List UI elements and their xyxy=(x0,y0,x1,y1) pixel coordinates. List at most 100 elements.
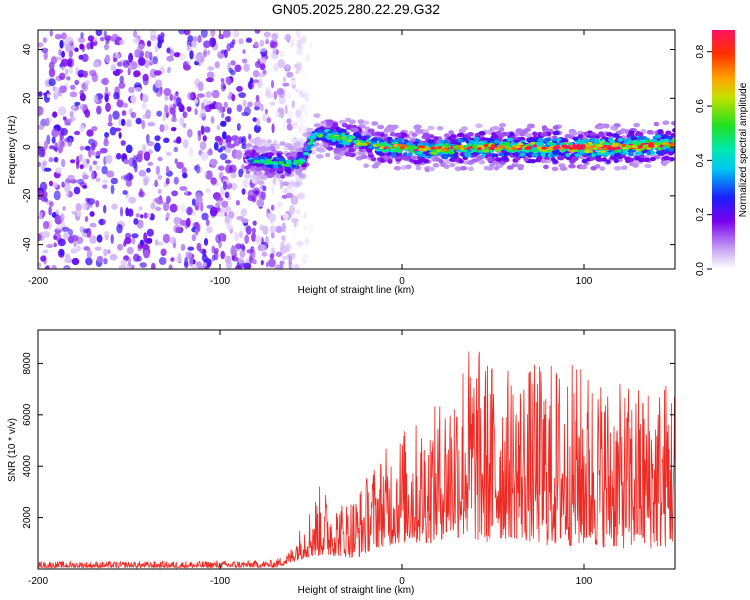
heatmap-noise-cell xyxy=(185,251,192,260)
heatmap-noise-cell xyxy=(88,148,92,158)
spectrogram-y-tick-label: -20 xyxy=(22,188,33,203)
heatmap-signal-cell xyxy=(370,131,377,137)
heatmap-noise-cell xyxy=(107,121,113,127)
heatmap-noise-cell xyxy=(42,160,48,166)
heatmap-noise-cell xyxy=(132,155,138,164)
heatmap-noise-cell xyxy=(305,53,310,63)
snr-series-line xyxy=(38,351,675,569)
heatmap-noise-cell xyxy=(129,61,133,72)
heatmap-noise-cell xyxy=(53,235,58,240)
heatmap-noise-cell xyxy=(79,146,86,151)
heatmap-noise-cell xyxy=(133,253,140,262)
heatmap-noise-cell xyxy=(260,57,267,65)
heatmap-signal-cell xyxy=(597,124,603,130)
heatmap-signal-cell xyxy=(625,144,631,148)
heatmap-noise-cell xyxy=(38,42,44,48)
heatmap-noise-cell xyxy=(240,208,248,217)
heatmap-noise-cell xyxy=(120,140,126,146)
heatmap-noise-cell xyxy=(107,249,111,255)
heatmap-signal-cell xyxy=(543,164,549,170)
heatmap-noise-cell xyxy=(205,91,212,98)
heatmap-noise-cell xyxy=(262,185,267,191)
heatmap-noise-cell xyxy=(157,188,162,194)
heatmap-signal-cell xyxy=(489,149,495,153)
heatmap-noise-cell xyxy=(171,190,179,197)
heatmap-noise-cell xyxy=(63,265,71,269)
heatmap-signal-cell xyxy=(657,129,664,134)
snr-frame xyxy=(37,329,676,570)
heatmap-signal-cell xyxy=(577,134,584,139)
heatmap-noise-cell xyxy=(297,193,305,200)
heatmap-signal-cell xyxy=(394,132,402,137)
heatmap-noise-cell xyxy=(150,202,156,210)
heatmap-noise-cell xyxy=(166,195,171,204)
heatmap-noise-cell xyxy=(138,170,147,177)
heatmap-noise-cell xyxy=(205,219,210,227)
heatmap-noise-cell xyxy=(130,94,137,104)
heatmap-noise-cell xyxy=(110,234,114,244)
heatmap-noise-cell xyxy=(186,206,193,216)
heatmap-noise-cell xyxy=(57,90,63,97)
heatmap-signal-cell xyxy=(356,142,361,146)
heatmap-signal-cell xyxy=(491,153,497,158)
heatmap-noise-cell xyxy=(48,78,56,87)
heatmap-noise-cell xyxy=(82,174,89,180)
heatmap-noise-cell xyxy=(252,259,257,265)
heatmap-signal-cell xyxy=(463,144,467,149)
heatmap-noise-cell xyxy=(78,73,84,78)
heatmap-noise-cell xyxy=(200,30,208,38)
heatmap-noise-cell xyxy=(177,252,182,261)
heatmap-noise-cell xyxy=(64,137,70,143)
heatmap-noise-cell xyxy=(168,264,173,269)
heatmap-noise-cell xyxy=(83,232,87,238)
heatmap-signal-cell xyxy=(570,156,579,162)
heatmap-signal-cell xyxy=(315,147,323,152)
heatmap-signal-cell xyxy=(383,127,391,133)
heatmap-noise-cell xyxy=(38,142,42,147)
heatmap-noise-cell xyxy=(43,140,49,150)
heatmap-signal-cell xyxy=(664,144,669,148)
heatmap-signal-cell xyxy=(478,160,486,165)
heatmap-noise-cell xyxy=(252,70,260,78)
heatmap-noise-cell xyxy=(94,246,102,251)
heatmap-signal-cell xyxy=(326,119,334,124)
heatmap-noise-cell xyxy=(53,147,58,152)
heatmap-signal-cell xyxy=(672,128,675,133)
spectrogram-x-tick-label: 0 xyxy=(399,276,405,287)
heatmap-signal-cell xyxy=(371,121,379,126)
heatmap-noise-cell xyxy=(74,79,80,86)
heatmap-noise-cell xyxy=(165,165,170,174)
heatmap-noise-cell xyxy=(96,255,104,263)
heatmap-signal-cell xyxy=(255,159,260,164)
heatmap-noise-cell xyxy=(49,145,55,150)
heatmap-signal-cell xyxy=(266,173,274,178)
heatmap-noise-cell xyxy=(273,90,278,100)
heatmap-signal-cell xyxy=(405,164,412,170)
heatmap-signal-cell xyxy=(584,149,591,154)
heatmap-signal-cell xyxy=(379,146,384,150)
heatmap-signal-cell xyxy=(252,145,259,150)
heatmap-noise-cell xyxy=(207,49,211,56)
heatmap-noise-cell xyxy=(101,77,109,86)
heatmap-noise-cell xyxy=(206,226,213,234)
heatmap-noise-cell xyxy=(280,241,285,249)
heatmap-signal-cell xyxy=(278,161,285,165)
heatmap-noise-cell xyxy=(203,238,209,246)
heatmap-signal-cell xyxy=(596,144,603,148)
heatmap-signal-cell xyxy=(277,158,285,162)
heatmap-noise-cell xyxy=(55,167,62,174)
heatmap-noise-cell xyxy=(120,258,128,266)
heatmap-signal-cell xyxy=(428,166,435,172)
heatmap-noise-cell xyxy=(166,47,171,54)
heatmap-noise-cell xyxy=(282,212,290,221)
heatmap-noise-cell xyxy=(137,243,144,249)
heatmap-noise-cell xyxy=(61,226,70,232)
heatmap-noise-cell xyxy=(63,231,69,241)
heatmap-noise-cell xyxy=(227,78,232,86)
heatmap-signal-cell xyxy=(518,136,526,142)
heatmap-noise-cell xyxy=(119,75,124,84)
heatmap-signal-cell xyxy=(630,136,638,141)
heatmap-noise-cell xyxy=(103,230,110,240)
heatmap-noise-cell xyxy=(195,195,203,206)
heatmap-noise-cell xyxy=(290,263,297,269)
